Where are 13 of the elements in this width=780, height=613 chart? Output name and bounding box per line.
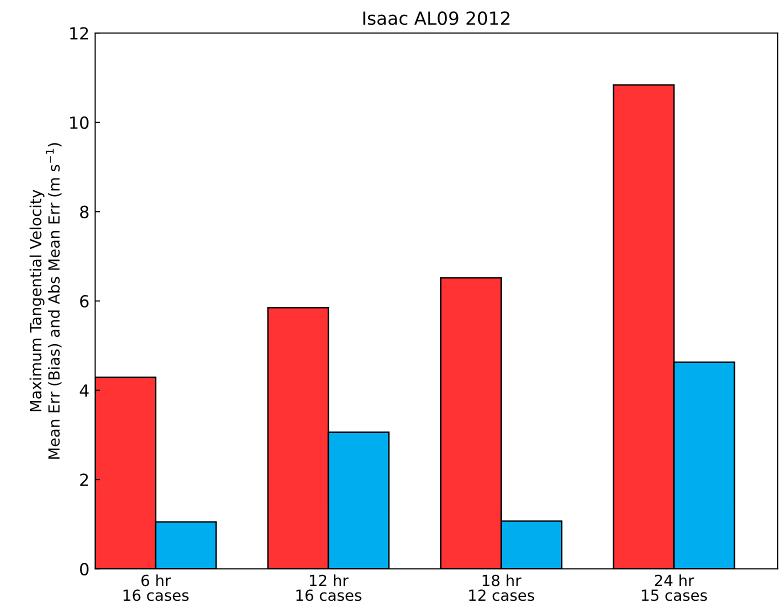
y-tick-label: 8 bbox=[80, 206, 88, 218]
y-axis-title: Maximum Tangential Velocity Mean Err (Bias) and Abs Mean Err (m s$^{−1}$) bbox=[30, 143, 62, 459]
y-tick-label: 2 bbox=[80, 474, 88, 486]
y-tick-label: 6 bbox=[80, 294, 89, 308]
x-tick-label: 18 hr 12 cases bbox=[469, 574, 534, 602]
y-tick-label: 10 bbox=[70, 116, 88, 129]
y-tick-label: 0 bbox=[80, 562, 88, 576]
x-tick-label: 24 hr 15 cases bbox=[642, 574, 707, 602]
y-tick-label: 12 bbox=[70, 27, 88, 40]
x-tick-label: 12 hr 16 cases bbox=[296, 574, 362, 602]
y-tick-label: 4 bbox=[80, 384, 89, 397]
chart-title: Isaac AL09 2012 bbox=[363, 11, 510, 26]
x-tick-label: 6 hr 16 cases bbox=[124, 574, 189, 602]
